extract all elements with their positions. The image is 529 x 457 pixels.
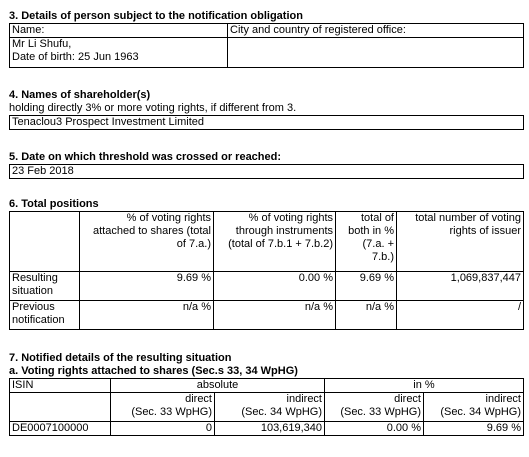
- pct-direct-header: direct (Sec. 33 WpHG): [324, 392, 424, 422]
- blank-subheader-cell: [9, 392, 111, 422]
- section-4-note: holding directly 3% or more voting right…: [9, 102, 297, 114]
- threshold-date: 23 Feb 2018: [9, 164, 524, 179]
- total-positions-table: % of voting rights attached to shares (t…: [9, 211, 524, 330]
- absolute-header: absolute: [110, 378, 325, 393]
- blank-header-cell: [9, 211, 80, 272]
- section-5-title: 5. Date on which threshold was crossed o…: [9, 151, 282, 163]
- section-5: 5. Date on which threshold was crossed o…: [9, 151, 524, 179]
- date-of-birth: Date of birth: 25 Jun 1963: [12, 51, 139, 63]
- table-row: Previous notification n/a % n/a % n/a % …: [9, 300, 524, 330]
- person-details-table: Name: City and country of registered off…: [9, 23, 524, 68]
- section-3-title: 3. Details of person subject to the noti…: [9, 10, 303, 22]
- row-label: Previous notification: [9, 300, 80, 330]
- indirect-label: indirect: [286, 393, 322, 405]
- threshold-date-table: 23 Feb 2018: [9, 164, 524, 179]
- abs-indirect-value: 103,619,340: [214, 421, 325, 436]
- header-shares: % of voting rights attached to shares (t…: [79, 211, 214, 272]
- cell-instruments: n/a %: [213, 300, 336, 330]
- cell-total-both: n/a %: [335, 300, 397, 330]
- pct-direct-value: 0.00 %: [324, 421, 424, 436]
- cell-total-voting-rights: 1,069,837,447: [396, 271, 524, 301]
- section-3: 3. Details of person subject to the noti…: [9, 10, 524, 68]
- section-7: 7. Notified details of the resulting sit…: [9, 352, 524, 436]
- city-value: [227, 37, 524, 68]
- section-7a-title: a. Voting rights attached to shares (Sec…: [9, 365, 298, 377]
- row-label: Resulting situation: [9, 271, 80, 301]
- sec33-label: (Sec. 33 WpHG): [131, 406, 212, 418]
- pct-indirect-header: indirect (Sec. 34 WpHG): [423, 392, 524, 422]
- abs-direct-header: direct (Sec. 33 WpHG): [110, 392, 215, 422]
- abs-indirect-header: indirect (Sec. 34 WpHG): [214, 392, 325, 422]
- header-total-both: total of both in % (7.a. + 7.b.): [335, 211, 397, 272]
- table-row: Resulting situation 9.69 % 0.00 % 9.69 %…: [9, 271, 524, 301]
- section-6-title: 6. Total positions: [9, 198, 99, 210]
- isin-value: DE0007100000: [9, 421, 111, 436]
- sec34-label: (Sec. 34 WpHG): [440, 406, 521, 418]
- section-7-title: 7. Notified details of the resulting sit…: [9, 352, 232, 364]
- section-4: 4. Names of shareholder(s) holding direc…: [9, 89, 524, 130]
- direct-label: direct: [185, 393, 212, 405]
- table-row: DE0007100000 0 103,619,340 0.00 % 9.69 %: [9, 421, 524, 436]
- city-header: City and country of registered office:: [227, 23, 524, 38]
- isin-header: ISIN: [9, 378, 111, 393]
- sec34-label: (Sec. 34 WpHG): [241, 406, 322, 418]
- direct-label: direct: [394, 393, 421, 405]
- cell-shares: n/a %: [79, 300, 214, 330]
- name-header: Name:: [9, 23, 228, 38]
- shareholder-name: Tenaclou3 Prospect Investment Limited: [9, 115, 524, 130]
- section-4-title: 4. Names of shareholder(s): [9, 89, 151, 101]
- section-6: 6. Total positions % of voting rights at…: [9, 198, 524, 330]
- abs-direct-value: 0: [110, 421, 215, 436]
- cell-instruments: 0.00 %: [213, 271, 336, 301]
- pct-indirect-value: 9.69 %: [423, 421, 524, 436]
- cell-total-both: 9.69 %: [335, 271, 397, 301]
- indirect-label: indirect: [485, 393, 521, 405]
- voting-rights-table: ISIN absolute in % direct (Sec. 33 WpHG)…: [9, 378, 524, 436]
- person-name: Mr Li Shufu,: [12, 38, 72, 50]
- header-instruments: % of voting rights through instruments (…: [213, 211, 336, 272]
- person-name-cell: Mr Li Shufu, Date of birth: 25 Jun 1963: [9, 37, 228, 68]
- percent-header: in %: [324, 378, 524, 393]
- cell-total-voting-rights: /: [396, 300, 524, 330]
- cell-shares: 9.69 %: [79, 271, 214, 301]
- sec33-label: (Sec. 33 WpHG): [340, 406, 421, 418]
- shareholder-table: Tenaclou3 Prospect Investment Limited: [9, 115, 524, 130]
- header-total-voting-rights: total number of voting rights of issuer: [396, 211, 524, 272]
